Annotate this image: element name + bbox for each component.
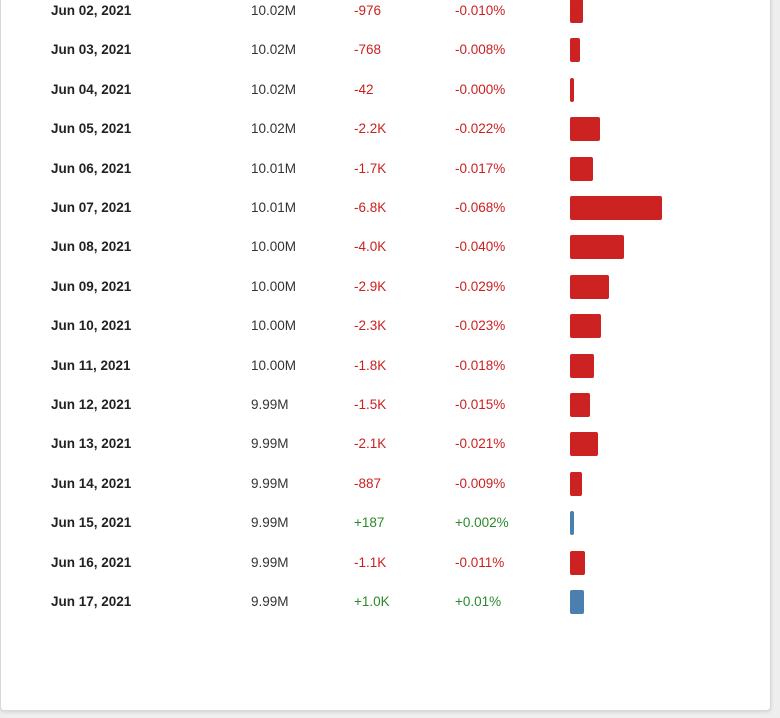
- row-count: 9.99M: [251, 397, 289, 412]
- change-bar: [570, 196, 662, 220]
- table-row: Jun 08, 2021 10.00M -4.0K -0.040%: [0, 235, 771, 259]
- table-row: Jun 10, 2021 10.00M -2.3K -0.023%: [0, 314, 771, 338]
- row-percent: -0.018%: [455, 358, 506, 373]
- row-delta: -2.9K: [354, 279, 387, 294]
- row-percent: +0.002%: [455, 515, 509, 530]
- row-percent: +0.01%: [455, 594, 502, 609]
- row-delta: +1.0K: [354, 594, 390, 609]
- row-percent: -0.022%: [455, 121, 506, 136]
- row-count: 10.02M: [251, 82, 297, 97]
- table-row: Jun 04, 2021 10.02M -42 -0.000%: [0, 78, 771, 102]
- row-date: Jun 16, 2021: [51, 555, 132, 570]
- row-delta: -1.5K: [354, 397, 387, 412]
- change-bar: [570, 38, 580, 62]
- row-delta: -887: [354, 476, 382, 491]
- change-bar: [570, 78, 574, 102]
- row-count: 10.00M: [251, 358, 297, 373]
- row-count: 9.99M: [251, 515, 289, 530]
- row-count: 10.02M: [251, 42, 297, 57]
- row-count: 10.02M: [251, 121, 297, 136]
- table-row: Jun 15, 2021 9.99M +187 +0.002%: [0, 511, 771, 535]
- row-date: Jun 07, 2021: [51, 200, 132, 215]
- row-percent: -0.008%: [455, 42, 506, 57]
- row-date: Jun 06, 2021: [51, 161, 132, 176]
- change-bar: [570, 117, 600, 141]
- row-percent: -0.029%: [455, 279, 506, 294]
- row-percent: -0.009%: [455, 476, 506, 491]
- row-count: 9.99M: [251, 594, 289, 609]
- row-count: 10.01M: [251, 200, 297, 215]
- change-bar: [570, 275, 609, 299]
- row-count: 10.02M: [251, 3, 297, 18]
- row-percent: -0.017%: [455, 161, 506, 176]
- row-count: 10.00M: [251, 318, 297, 333]
- row-count: 10.00M: [251, 239, 297, 254]
- row-percent: -0.011%: [455, 555, 505, 570]
- table-row: Jun 03, 2021 10.02M -768 -0.008%: [0, 38, 771, 62]
- row-date: Jun 05, 2021: [51, 121, 132, 136]
- row-delta: -4.0K: [354, 239, 387, 254]
- row-date: Jun 17, 2021: [51, 594, 132, 609]
- row-percent: -0.021%: [455, 436, 506, 451]
- change-bar: [570, 235, 624, 259]
- row-percent: -0.000%: [455, 82, 506, 97]
- row-delta: -42: [354, 82, 374, 97]
- change-bar: [570, 354, 594, 378]
- table-row: Jun 12, 2021 9.99M -1.5K -0.015%: [0, 393, 771, 417]
- row-count: 10.01M: [251, 161, 297, 176]
- row-date: Jun 02, 2021: [51, 3, 132, 18]
- change-bar: [570, 590, 584, 614]
- row-percent: -0.040%: [455, 239, 506, 254]
- change-bar: [570, 157, 593, 181]
- row-delta: -2.3K: [354, 318, 387, 333]
- table-row: Jun 16, 2021 9.99M -1.1K -0.011%: [0, 551, 771, 575]
- row-percent: -0.023%: [455, 318, 506, 333]
- table-row: Jun 14, 2021 9.99M -887 -0.009%: [0, 472, 771, 496]
- table-row: Jun 07, 2021 10.01M -6.8K -0.068%: [0, 196, 771, 220]
- row-delta: +187: [354, 515, 385, 530]
- row-percent: -0.010%: [455, 3, 506, 18]
- row-date: Jun 11, 2021: [51, 358, 131, 373]
- row-count: 10.00M: [251, 279, 297, 294]
- change-bar: [570, 432, 598, 456]
- table-row: Jun 06, 2021 10.01M -1.7K -0.017%: [0, 157, 771, 181]
- row-delta: -2.2K: [354, 121, 387, 136]
- change-bar: [570, 0, 583, 23]
- row-percent: -0.068%: [455, 200, 506, 215]
- change-bar: [570, 472, 582, 496]
- row-date: Jun 15, 2021: [51, 515, 132, 530]
- row-delta: -6.8K: [354, 200, 387, 215]
- row-delta: -1.1K: [354, 555, 387, 570]
- row-delta: -1.7K: [354, 161, 387, 176]
- table-row: Jun 17, 2021 9.99M +1.0K +0.01%: [0, 590, 771, 614]
- change-bar: [570, 551, 585, 575]
- row-percent: -0.015%: [455, 397, 506, 412]
- change-bar: [570, 314, 601, 338]
- row-date: Jun 08, 2021: [51, 239, 132, 254]
- change-bar: [570, 393, 590, 417]
- row-date: Jun 12, 2021: [51, 397, 132, 412]
- table-row: Jun 09, 2021 10.00M -2.9K -0.029%: [0, 275, 771, 299]
- table-row: Jun 11, 2021 10.00M -1.8K -0.018%: [0, 354, 771, 378]
- table-row: Jun 05, 2021 10.02M -2.2K -0.022%: [0, 117, 771, 141]
- table-row: Jun 13, 2021 9.99M -2.1K -0.021%: [0, 432, 771, 456]
- row-count: 9.99M: [251, 436, 289, 451]
- row-date: Jun 10, 2021: [51, 318, 132, 333]
- row-date: Jun 13, 2021: [51, 436, 132, 451]
- row-delta: -976: [354, 3, 382, 18]
- row-delta: -2.1K: [354, 436, 387, 451]
- row-delta: -768: [354, 42, 382, 57]
- row-date: Jun 03, 2021: [51, 42, 132, 57]
- row-delta: -1.8K: [354, 358, 387, 373]
- row-count: 9.99M: [251, 476, 289, 491]
- change-bar: [570, 511, 574, 535]
- row-date: Jun 09, 2021: [51, 279, 132, 294]
- table-row: Jun 02, 2021 10.02M -976 -0.010%: [0, 0, 771, 23]
- row-count: 9.99M: [251, 555, 289, 570]
- history-card: [0, 0, 771, 711]
- row-date: Jun 14, 2021: [51, 476, 132, 491]
- row-date: Jun 04, 2021: [51, 82, 132, 97]
